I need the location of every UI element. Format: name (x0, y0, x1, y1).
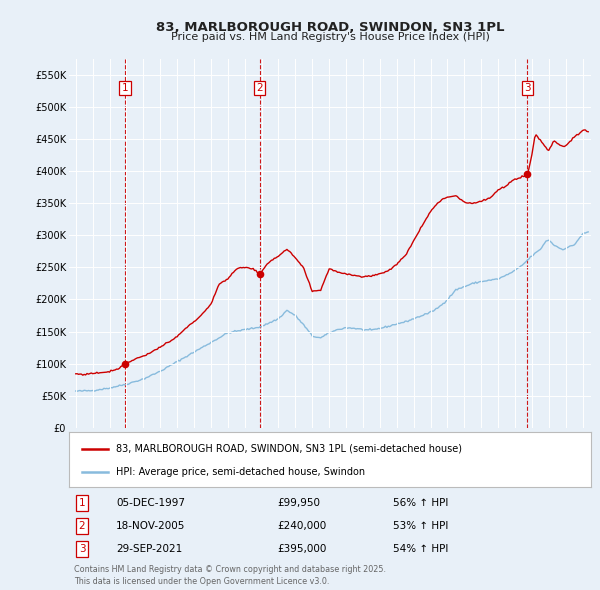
Text: 54% ↑ HPI: 54% ↑ HPI (392, 544, 448, 554)
Text: 83, MARLBOROUGH ROAD, SWINDON, SN3 1PL (semi-detached house): 83, MARLBOROUGH ROAD, SWINDON, SN3 1PL (… (116, 444, 462, 454)
Text: £395,000: £395,000 (278, 544, 327, 554)
Text: 1: 1 (79, 497, 85, 507)
Text: 56% ↑ HPI: 56% ↑ HPI (392, 497, 448, 507)
Text: £99,950: £99,950 (278, 497, 321, 507)
Text: 05-DEC-1997: 05-DEC-1997 (116, 497, 185, 507)
Text: Price paid vs. HM Land Registry's House Price Index (HPI): Price paid vs. HM Land Registry's House … (170, 32, 490, 42)
Text: Contains HM Land Registry data © Crown copyright and database right 2025.
This d: Contains HM Land Registry data © Crown c… (74, 565, 386, 586)
Text: 1: 1 (122, 83, 128, 93)
Text: HPI: Average price, semi-detached house, Swindon: HPI: Average price, semi-detached house,… (116, 467, 365, 477)
Text: £240,000: £240,000 (278, 521, 327, 530)
Text: 2: 2 (79, 521, 85, 530)
Text: 83, MARLBOROUGH ROAD, SWINDON, SN3 1PL: 83, MARLBOROUGH ROAD, SWINDON, SN3 1PL (156, 21, 504, 34)
Text: 2: 2 (256, 83, 263, 93)
Text: 18-NOV-2005: 18-NOV-2005 (116, 521, 185, 530)
Text: 29-SEP-2021: 29-SEP-2021 (116, 544, 182, 554)
Text: 53% ↑ HPI: 53% ↑ HPI (392, 521, 448, 530)
Text: 3: 3 (79, 544, 85, 554)
Text: 3: 3 (524, 83, 531, 93)
